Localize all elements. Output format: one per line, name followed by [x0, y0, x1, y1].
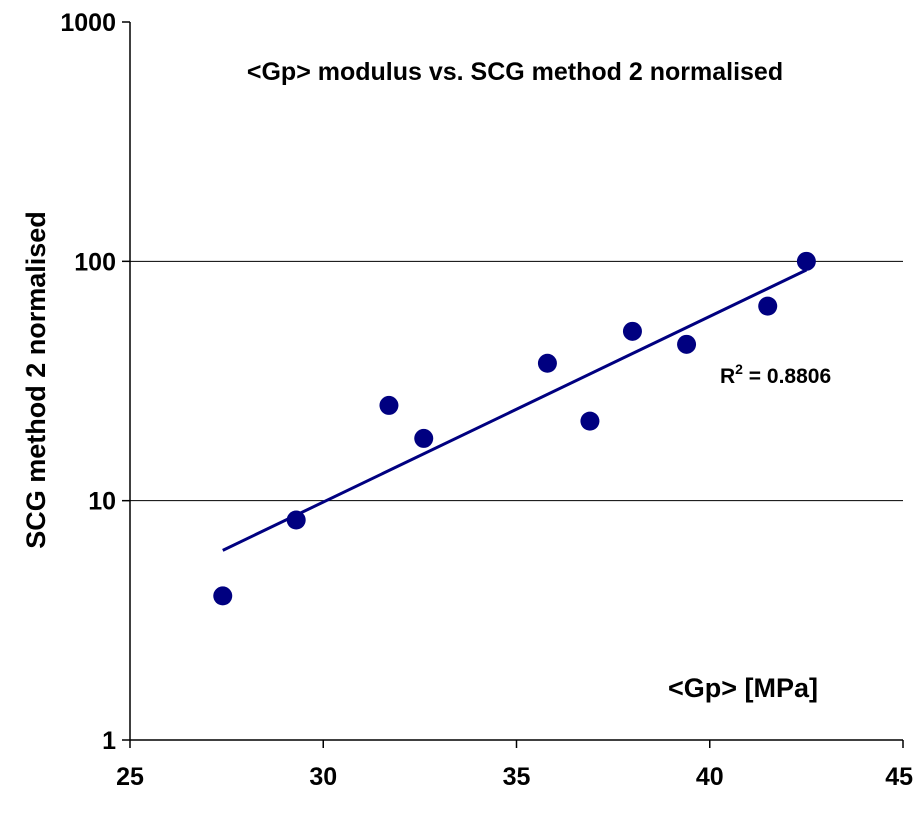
data-point [414, 428, 434, 448]
data-point [796, 251, 816, 271]
data-point [622, 321, 642, 341]
trendline [222, 268, 808, 552]
chart-title: <Gp> modulus vs. SCG method 2 normalised [247, 58, 783, 86]
y-axis-ticks: 1 10 100 1000 [60, 9, 130, 755]
data-point [677, 334, 697, 354]
y-tick-label: 100 [74, 248, 116, 276]
data-points [213, 251, 816, 606]
data-point [379, 395, 399, 415]
r-squared-value: = 0.8806 [743, 365, 831, 388]
data-point [580, 411, 600, 431]
y-axis-title: SCG method 2 normalised [21, 211, 51, 549]
data-point [537, 353, 557, 373]
x-tick-label: 45 [885, 763, 913, 791]
gridlines [130, 260, 903, 502]
r-squared-superscript: 2 [735, 361, 743, 377]
y-tick-label: 1 [102, 727, 116, 755]
r-squared-label: R2 = 0.8806 [720, 361, 831, 388]
trendline-group [222, 268, 808, 552]
x-axis-title: <Gp> [MPa] [668, 673, 818, 703]
data-point [758, 296, 778, 316]
data-point [286, 510, 306, 530]
x-tick-label: 35 [503, 763, 531, 791]
y-tick-label: 10 [88, 488, 116, 516]
x-tick-label: 25 [116, 763, 144, 791]
r-squared-r: R [720, 365, 735, 388]
data-point [213, 586, 233, 606]
x-tick-label: 30 [309, 763, 337, 791]
x-axis-ticks: 25 30 35 40 45 [116, 740, 913, 791]
y-tick-label: 1000 [60, 9, 116, 37]
x-tick-label: 40 [696, 763, 724, 791]
